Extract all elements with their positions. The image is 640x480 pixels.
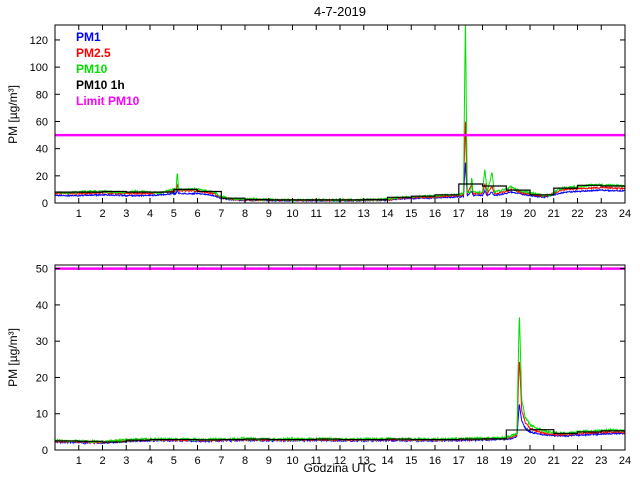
x-tick-label: 7 xyxy=(218,455,224,467)
x-tick-label: 15 xyxy=(405,455,417,467)
x-tick-label: 12 xyxy=(334,455,346,467)
y-tick-label: 60 xyxy=(36,116,48,128)
x-tick-label: 14 xyxy=(381,208,393,220)
y-axis-label-top: PM [µg/m³] xyxy=(4,25,22,203)
x-tick-label: 8 xyxy=(242,455,248,467)
x-tick-label: 19 xyxy=(500,208,512,220)
y-tick-label: 40 xyxy=(36,300,48,312)
x-tick-label: 4 xyxy=(147,455,153,467)
x-tick-label: 21 xyxy=(548,455,560,467)
x-tick-label: 11 xyxy=(311,455,322,467)
bottom-plot: 1 2 3 4 5 6 7 8 9 10 11 12 13 14 15 16 17 18 19 20 21 22 23 240… xyxy=(36,264,631,467)
series-line-pm10-1h xyxy=(55,429,625,443)
top-plot: 1 2 3 4 5 6 7 8 9 10 11 12 13 14 15 16 17 18 19 20 21 22 23 240… xyxy=(30,24,631,220)
y-tick-label: 80 xyxy=(36,89,48,101)
x-tick-label: 3 xyxy=(123,455,129,467)
x-tick-label: 5 xyxy=(171,208,177,220)
x-tick-label: 16 xyxy=(429,208,441,220)
x-tick-label: 23 xyxy=(595,208,607,220)
legend-item-pm10: PM10 xyxy=(76,62,108,76)
x-tick-label: 10 xyxy=(286,455,298,467)
chart-title: 4-7-2019 xyxy=(313,4,367,19)
x-tick-label: 6 xyxy=(194,208,200,220)
x-tick-label: 22 xyxy=(571,455,583,467)
x-tick-label: 11 xyxy=(311,208,322,220)
x-tick-label: 7 xyxy=(218,208,224,220)
x-tick-label: 18 xyxy=(476,455,488,467)
x-tick-label: 18 xyxy=(476,208,488,220)
x-tick-label: 10 xyxy=(286,208,298,220)
x-tick-label: 20 xyxy=(524,455,536,467)
series-line-pm1 xyxy=(55,404,625,446)
x-tick-label: 5 xyxy=(171,455,177,467)
x-tick-label: 2 xyxy=(99,208,105,220)
x-tick-label: 16 xyxy=(429,455,441,467)
series-line-pm10-1h xyxy=(55,183,625,201)
x-tick-label: 13 xyxy=(358,208,370,220)
legend: PM1 PM2.5 PM10 PM10 1h Limit PM10 xyxy=(76,29,139,109)
x-tick-label: 13 xyxy=(358,455,370,467)
x-tick-label: 8 xyxy=(242,208,248,220)
series-line-pm10 xyxy=(55,25,625,203)
y-tick-label: 50 xyxy=(36,264,48,276)
x-tick-label: 24 xyxy=(619,208,631,220)
x-tick-label: 1 xyxy=(76,208,82,220)
x-tick-label: 12 xyxy=(334,208,346,220)
y-tick-label: 100 xyxy=(30,62,48,74)
y-axis-label-bottom-text: PM [µg/m³] xyxy=(6,328,20,387)
x-tick-label: 6 xyxy=(194,455,200,467)
series-line-pm2-5 xyxy=(55,121,625,203)
y-tick-label: 120 xyxy=(30,35,48,47)
y-tick-label: 20 xyxy=(36,171,48,183)
x-tick-label: 2 xyxy=(99,455,105,467)
x-tick-label: 17 xyxy=(453,455,465,467)
x-tick-label: 15 xyxy=(405,208,417,220)
x-tick-label: 19 xyxy=(500,455,512,467)
x-axis-label: Godzina UTC xyxy=(303,461,377,475)
x-tick-label: 1 xyxy=(76,455,82,467)
y-axis-label-bottom: PM [µg/m³] xyxy=(4,265,22,450)
y-tick-label: 10 xyxy=(36,409,48,421)
x-tick-label: 21 xyxy=(548,208,560,220)
axes-box xyxy=(54,264,626,451)
y-tick-label: 40 xyxy=(36,144,48,156)
x-tick-label: 20 xyxy=(524,208,536,220)
x-tick-label: 14 xyxy=(381,455,393,467)
y-axis-label-top-text: PM [µg/m³] xyxy=(6,84,20,144)
y-tick-label: 30 xyxy=(36,336,48,348)
y-tick-label: 20 xyxy=(36,372,48,384)
y-tick-label: 0 xyxy=(42,445,48,457)
series-line-pm2-5 xyxy=(55,361,625,445)
legend-item-pm1: PM1 xyxy=(76,30,101,44)
x-tick-label: 4 xyxy=(147,208,153,220)
y-tick-label: 0 xyxy=(42,198,48,210)
series-line-pm10 xyxy=(55,317,625,445)
x-tick-label: 17 xyxy=(453,208,465,220)
x-tick-label: 24 xyxy=(619,455,631,467)
axes-box xyxy=(54,24,626,204)
legend-item-pm10-1h: PM10 1h xyxy=(76,78,125,92)
x-tick-label: 3 xyxy=(123,208,129,220)
x-tick-label: 23 xyxy=(595,455,607,467)
legend-item-limit-pm10: Limit PM10 xyxy=(76,94,140,108)
legend-item-pm2-5: PM2.5 xyxy=(76,46,111,60)
x-tick-label: 9 xyxy=(266,455,272,467)
x-tick-label: 9 xyxy=(266,208,272,220)
x-tick-label: 22 xyxy=(571,208,583,220)
